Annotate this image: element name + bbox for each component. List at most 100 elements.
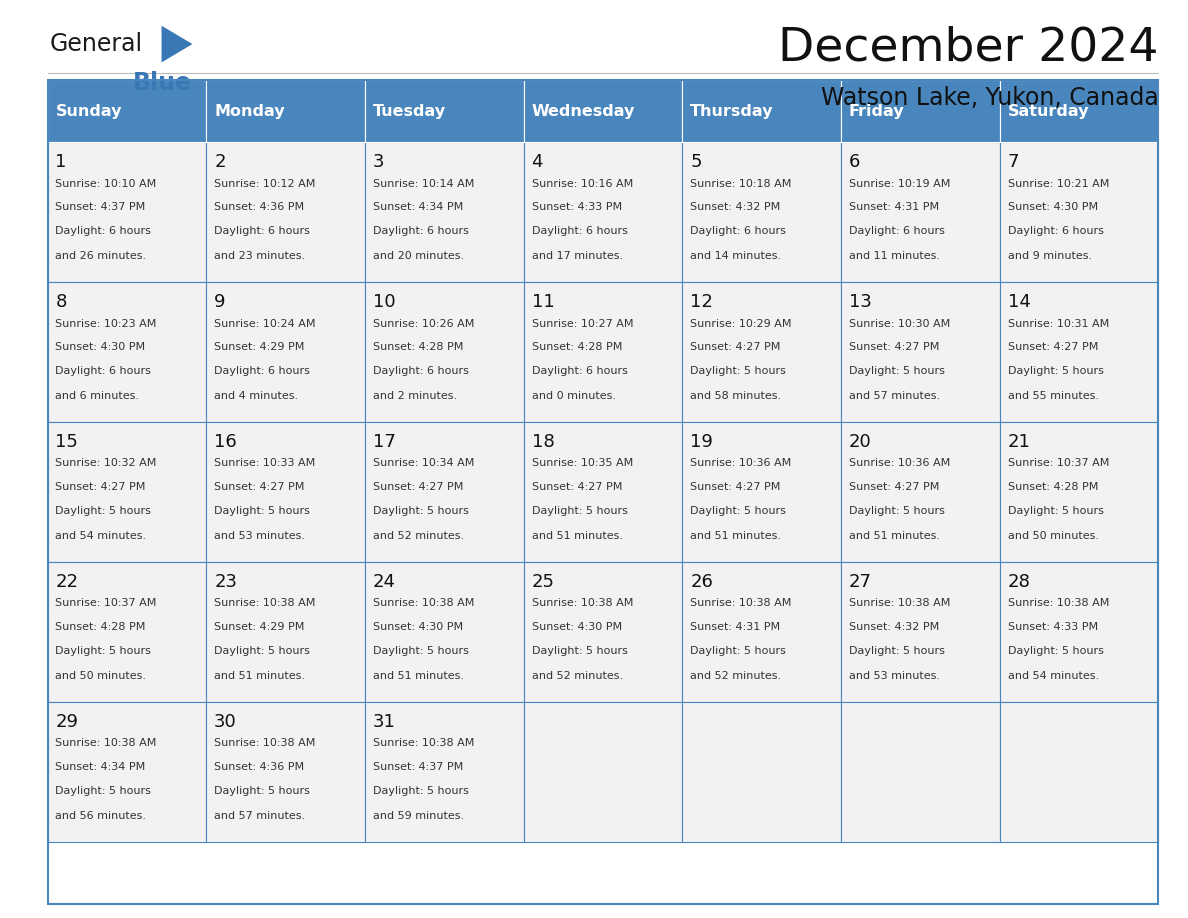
- Text: Sunrise: 10:24 AM: Sunrise: 10:24 AM: [214, 319, 316, 329]
- Text: 29: 29: [56, 713, 78, 731]
- Bar: [48, 80, 1158, 904]
- Text: and 52 minutes.: and 52 minutes.: [373, 532, 465, 542]
- Text: Sunrise: 10:38 AM: Sunrise: 10:38 AM: [531, 599, 633, 609]
- Bar: [207, 80, 365, 142]
- Text: Daylight: 5 hours: Daylight: 5 hours: [1007, 646, 1104, 656]
- Bar: [841, 702, 999, 842]
- Text: Sunset: 4:30 PM: Sunset: 4:30 PM: [531, 622, 621, 633]
- Text: Sunrise: 10:14 AM: Sunrise: 10:14 AM: [373, 179, 474, 189]
- Text: 22: 22: [56, 573, 78, 591]
- Bar: [207, 562, 365, 702]
- Text: 20: 20: [849, 433, 872, 452]
- Text: and 52 minutes.: and 52 minutes.: [531, 671, 623, 681]
- Text: Sunrise: 10:37 AM: Sunrise: 10:37 AM: [1007, 458, 1108, 468]
- Text: and 58 minutes.: and 58 minutes.: [690, 391, 782, 401]
- Bar: [48, 702, 207, 842]
- Bar: [524, 562, 682, 702]
- Text: Sunrise: 10:38 AM: Sunrise: 10:38 AM: [849, 599, 950, 609]
- Bar: [365, 422, 524, 562]
- Text: 7: 7: [1007, 153, 1019, 172]
- Text: Sunset: 4:28 PM: Sunset: 4:28 PM: [531, 342, 621, 353]
- Text: 16: 16: [214, 433, 236, 452]
- Text: and 0 minutes.: and 0 minutes.: [531, 391, 615, 401]
- Bar: [524, 422, 682, 562]
- Text: Sunrise: 10:19 AM: Sunrise: 10:19 AM: [849, 179, 950, 189]
- Bar: [207, 702, 365, 842]
- Text: and 51 minutes.: and 51 minutes.: [690, 532, 782, 542]
- Text: Daylight: 5 hours: Daylight: 5 hours: [214, 506, 310, 516]
- Bar: [999, 702, 1158, 842]
- Text: 5: 5: [690, 153, 702, 172]
- Bar: [524, 142, 682, 282]
- Text: Sunset: 4:30 PM: Sunset: 4:30 PM: [56, 342, 146, 353]
- Text: Sunrise: 10:18 AM: Sunrise: 10:18 AM: [690, 179, 791, 189]
- Bar: [48, 422, 207, 562]
- Text: Daylight: 5 hours: Daylight: 5 hours: [849, 366, 944, 376]
- Text: Thursday: Thursday: [690, 104, 773, 118]
- Text: 3: 3: [373, 153, 385, 172]
- Text: Sunset: 4:29 PM: Sunset: 4:29 PM: [214, 342, 304, 353]
- Text: Sunrise: 10:38 AM: Sunrise: 10:38 AM: [690, 599, 791, 609]
- Text: Sunset: 4:33 PM: Sunset: 4:33 PM: [1007, 622, 1098, 633]
- Text: Sunrise: 10:23 AM: Sunrise: 10:23 AM: [56, 319, 157, 329]
- Text: Daylight: 6 hours: Daylight: 6 hours: [373, 366, 469, 376]
- Text: 12: 12: [690, 294, 713, 311]
- Text: Sunrise: 10:21 AM: Sunrise: 10:21 AM: [1007, 179, 1108, 189]
- Text: Sunrise: 10:34 AM: Sunrise: 10:34 AM: [373, 458, 474, 468]
- Text: 9: 9: [214, 294, 226, 311]
- Text: and 20 minutes.: and 20 minutes.: [373, 252, 465, 262]
- Text: 6: 6: [849, 153, 860, 172]
- Text: 11: 11: [531, 294, 555, 311]
- Bar: [365, 80, 524, 142]
- Text: Daylight: 6 hours: Daylight: 6 hours: [690, 226, 786, 236]
- Text: Sunrise: 10:37 AM: Sunrise: 10:37 AM: [56, 599, 157, 609]
- Bar: [682, 562, 841, 702]
- Text: Daylight: 6 hours: Daylight: 6 hours: [214, 366, 310, 376]
- Text: Sunset: 4:27 PM: Sunset: 4:27 PM: [214, 482, 304, 492]
- Bar: [48, 562, 207, 702]
- Polygon shape: [162, 26, 192, 62]
- Text: Sunset: 4:31 PM: Sunset: 4:31 PM: [849, 203, 939, 212]
- Text: 4: 4: [531, 153, 543, 172]
- Text: and 26 minutes.: and 26 minutes.: [56, 252, 146, 262]
- Text: 13: 13: [849, 294, 872, 311]
- Bar: [999, 142, 1158, 282]
- Text: Wednesday: Wednesday: [531, 104, 634, 118]
- Text: and 50 minutes.: and 50 minutes.: [1007, 532, 1099, 542]
- Text: 18: 18: [531, 433, 555, 452]
- Text: and 2 minutes.: and 2 minutes.: [373, 391, 457, 401]
- Text: Daylight: 6 hours: Daylight: 6 hours: [1007, 226, 1104, 236]
- Text: Daylight: 5 hours: Daylight: 5 hours: [531, 506, 627, 516]
- Bar: [841, 282, 999, 422]
- Text: Sunset: 4:27 PM: Sunset: 4:27 PM: [690, 342, 781, 353]
- Text: 30: 30: [214, 713, 236, 731]
- Text: 24: 24: [373, 573, 396, 591]
- Text: Daylight: 5 hours: Daylight: 5 hours: [849, 646, 944, 656]
- Bar: [841, 422, 999, 562]
- Text: Sunset: 4:27 PM: Sunset: 4:27 PM: [1007, 342, 1098, 353]
- Text: Daylight: 5 hours: Daylight: 5 hours: [373, 646, 469, 656]
- Text: Sunrise: 10:31 AM: Sunrise: 10:31 AM: [1007, 319, 1108, 329]
- Text: Daylight: 5 hours: Daylight: 5 hours: [214, 646, 310, 656]
- Text: Sunrise: 10:16 AM: Sunrise: 10:16 AM: [531, 179, 633, 189]
- Text: Sunset: 4:28 PM: Sunset: 4:28 PM: [373, 342, 463, 353]
- Text: Daylight: 6 hours: Daylight: 6 hours: [214, 226, 310, 236]
- Text: Sunset: 4:34 PM: Sunset: 4:34 PM: [56, 762, 146, 772]
- Text: Sunset: 4:27 PM: Sunset: 4:27 PM: [849, 482, 940, 492]
- Text: 10: 10: [373, 294, 396, 311]
- Text: Sunset: 4:36 PM: Sunset: 4:36 PM: [214, 762, 304, 772]
- Text: Sunset: 4:28 PM: Sunset: 4:28 PM: [1007, 482, 1098, 492]
- Bar: [682, 422, 841, 562]
- Text: December 2024: December 2024: [778, 25, 1158, 71]
- Bar: [365, 142, 524, 282]
- Text: Daylight: 5 hours: Daylight: 5 hours: [690, 646, 786, 656]
- Text: 1: 1: [56, 153, 67, 172]
- Text: 2: 2: [214, 153, 226, 172]
- Text: Saturday: Saturday: [1007, 104, 1089, 118]
- Bar: [365, 702, 524, 842]
- Text: 23: 23: [214, 573, 238, 591]
- Text: Daylight: 6 hours: Daylight: 6 hours: [849, 226, 944, 236]
- Text: and 51 minutes.: and 51 minutes.: [531, 532, 623, 542]
- Bar: [365, 282, 524, 422]
- Text: and 57 minutes.: and 57 minutes.: [214, 811, 305, 821]
